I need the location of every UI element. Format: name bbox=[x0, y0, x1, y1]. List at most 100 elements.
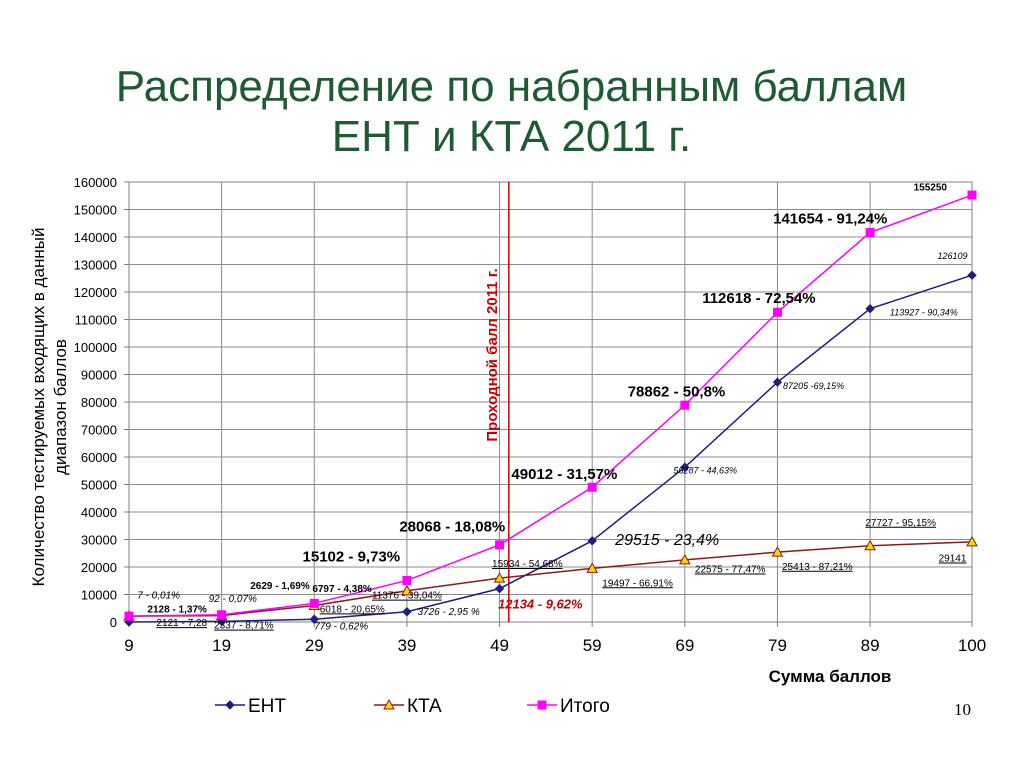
legend-label-1: ЕНТ bbox=[248, 696, 286, 717]
data-label: 12134 - 9,62% bbox=[498, 596, 583, 611]
data-label: 78862 - 50,8% bbox=[628, 384, 726, 401]
data-label: 155250 bbox=[914, 182, 948, 193]
page-number: 10 bbox=[954, 700, 971, 719]
y-tick-label: 140000 bbox=[74, 230, 117, 245]
y-tick-label: 80000 bbox=[81, 395, 117, 410]
data-label: 2121 - 7,28 bbox=[156, 618, 207, 629]
y-axis-label-line-2: диапазон баллов bbox=[51, 339, 70, 475]
data-label: 87205 -69,15% bbox=[783, 381, 844, 391]
data-label: 2128 - 1,37% bbox=[147, 604, 207, 615]
data-label: 2337 - 8,71% bbox=[214, 621, 274, 632]
series-line-2 bbox=[128, 541, 973, 617]
y-tick-label: 110000 bbox=[75, 313, 117, 328]
y-tick-label: 120000 bbox=[74, 285, 117, 300]
data-point-series-3 bbox=[217, 610, 227, 620]
data-label: 2629 - 1,69% bbox=[250, 581, 310, 592]
data-label: 49012 - 31,57% bbox=[511, 466, 617, 483]
slide-title-line-1: Распределение по набранным баллам bbox=[115, 62, 908, 111]
data-label: 28068 - 18,08% bbox=[399, 518, 505, 535]
data-label: 113927 - 90,34% bbox=[890, 307, 958, 317]
y-tick-label: 100000 bbox=[74, 340, 117, 355]
x-axis-ticks: 9 19 29 39 49 59 69 79 89 100 bbox=[124, 622, 986, 655]
y-tick-label: 70000 bbox=[81, 423, 117, 438]
data-label: 6797 - 4,38% bbox=[312, 584, 372, 595]
data-annotations: 155250 141654 - 91,24% 112618 - 72,54% 7886… bbox=[137, 182, 967, 632]
y-axis-ticks: 0 10000 20000 30000 40000 50000 60000 70000 8000… bbox=[74, 175, 129, 630]
data-point-series-2 bbox=[401, 584, 413, 596]
legend: ЕНТ КТА Итого bbox=[215, 696, 610, 717]
data-point-series-1 bbox=[402, 607, 412, 617]
data-point-series-3 bbox=[865, 227, 875, 237]
x-tick-label: 9 bbox=[124, 636, 133, 655]
data-point-series-2 bbox=[586, 562, 599, 573]
y-tick-label: 50000 bbox=[81, 478, 117, 493]
legend-marker-1 bbox=[225, 700, 235, 710]
series-markers bbox=[123, 190, 978, 627]
y-tick-label: 60000 bbox=[81, 450, 117, 465]
x-tick-label: 59 bbox=[583, 636, 602, 655]
legend-marker-3 bbox=[537, 700, 547, 710]
series-line-3 bbox=[128, 194, 973, 617]
series-lines bbox=[128, 194, 973, 623]
y-tick-label: 0 bbox=[110, 615, 117, 630]
data-label: 19497 - 66,91% bbox=[602, 578, 673, 589]
data-label: 7 - 0,01% bbox=[137, 591, 180, 602]
data-point-series-3 bbox=[967, 190, 977, 200]
data-point-series-3 bbox=[309, 598, 319, 608]
data-point-series-2 bbox=[771, 546, 784, 557]
slide-title-line-2: ЕНТ и КТА 2011 г. bbox=[331, 112, 692, 161]
data-label: 126109 bbox=[938, 251, 968, 261]
data-point-series-2 bbox=[678, 553, 691, 565]
x-tick-label: 19 bbox=[212, 636, 231, 655]
x-tick-label: 49 bbox=[490, 636, 509, 655]
y-axis-label-line-1: Количество тестируемых входящих в данный bbox=[29, 228, 48, 587]
series-line-1 bbox=[128, 274, 973, 623]
data-label: 27727 - 95,15% bbox=[865, 518, 936, 529]
data-point-series-1 bbox=[967, 270, 977, 280]
data-label: 56287 - 44,63% bbox=[673, 466, 737, 476]
legend-marker-2 bbox=[383, 698, 395, 710]
data-point-series-3 bbox=[587, 482, 597, 492]
gridlines bbox=[128, 181, 973, 623]
y-tick-label: 10000 bbox=[81, 588, 117, 603]
data-point-series-3 bbox=[680, 400, 690, 410]
data-point-series-2 bbox=[864, 539, 876, 551]
y-tick-label: 30000 bbox=[81, 533, 117, 548]
data-point-series-1 bbox=[494, 583, 505, 594]
data-point-series-1 bbox=[680, 462, 690, 472]
data-label: 15102 - 9,73% bbox=[303, 549, 401, 566]
data-point-series-1 bbox=[772, 377, 783, 387]
data-label: 29515 - 23,4% bbox=[614, 532, 719, 549]
x-tick-label: 100 bbox=[958, 636, 986, 655]
x-tick-label: 29 bbox=[305, 636, 324, 655]
reference-line-label: Проходной балл 2011 г. bbox=[484, 268, 501, 441]
data-point-series-3 bbox=[402, 575, 412, 585]
x-tick-label: 39 bbox=[397, 636, 416, 655]
data-point-series-1 bbox=[309, 614, 319, 624]
data-point-series-1 bbox=[587, 536, 597, 546]
reference-line-group: Проходной балл 2011 г. bbox=[484, 182, 510, 622]
legend-label-2: КТА bbox=[407, 696, 442, 717]
x-tick-label: 89 bbox=[861, 636, 880, 655]
data-point-series-3 bbox=[772, 307, 782, 317]
data-label: 6018 - 20,65% bbox=[320, 604, 385, 615]
data-label: 29141 bbox=[939, 554, 967, 565]
data-point-series-3 bbox=[495, 540, 505, 550]
y-tick-label: 150000 bbox=[74, 203, 117, 218]
x-axis-label: Сумма баллов bbox=[769, 667, 892, 686]
data-label: 15934 - 54,68% bbox=[492, 559, 563, 570]
data-label: 779 - 0,62% bbox=[314, 622, 368, 633]
data-point-series-3 bbox=[124, 611, 134, 621]
y-tick-label: 90000 bbox=[81, 368, 117, 383]
data-label: 92 - 0,07% bbox=[209, 594, 257, 605]
data-label: 112618 - 72,54% bbox=[702, 290, 815, 307]
y-tick-label: 20000 bbox=[81, 560, 117, 575]
x-tick-label: 79 bbox=[768, 636, 787, 655]
slide-title: Распределение по набранным баллам ЕНТ и … bbox=[0, 62, 1023, 162]
y-tick-label: 160000 bbox=[74, 175, 117, 190]
y-tick-label: 40000 bbox=[81, 505, 117, 520]
data-label: 141654 - 91,24% bbox=[773, 210, 887, 227]
data-point-series-2 bbox=[966, 535, 978, 547]
data-label: 25413 - 87,21% bbox=[782, 562, 853, 573]
